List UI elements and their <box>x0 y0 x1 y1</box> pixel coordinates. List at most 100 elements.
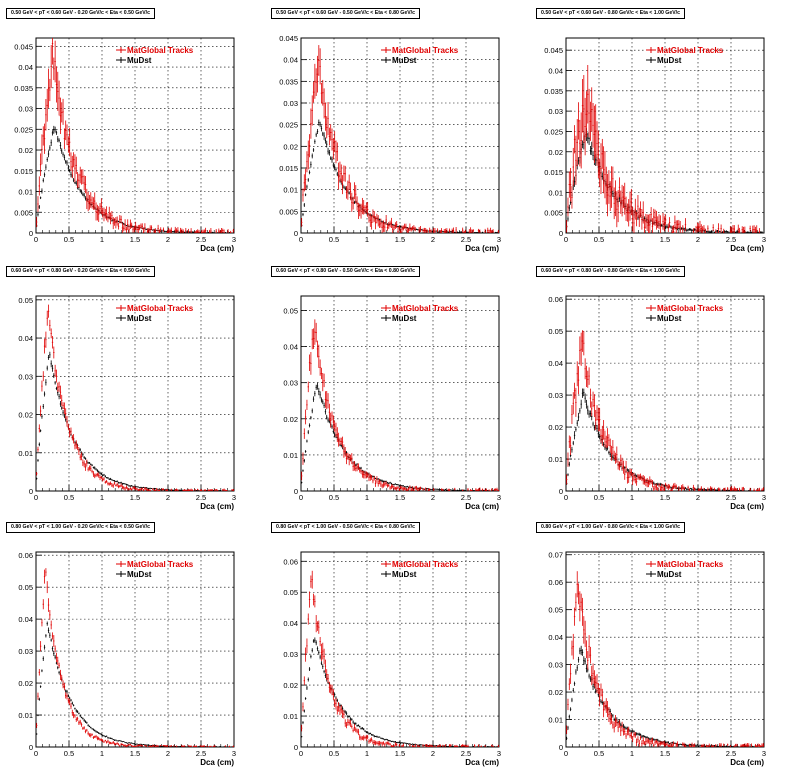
y-tick-label: 0.025 <box>544 127 563 136</box>
x-axis-label: Dca (cm) <box>465 758 499 767</box>
x-tick-label: 3 <box>762 749 766 758</box>
y-tick-label: 0.02 <box>18 679 33 688</box>
y-tick-label: 0.01 <box>18 188 33 197</box>
x-tick-label: 2 <box>696 493 700 502</box>
y-tick-label: 0.01 <box>283 712 298 721</box>
x-tick-label: 3 <box>762 235 766 244</box>
y-tick-label: 0.03 <box>548 661 563 670</box>
y-tick-label: 0.06 <box>548 295 563 304</box>
y-tick-label: 0 <box>294 743 298 752</box>
y-tick-label: 0.035 <box>279 77 298 86</box>
panel-title: 0.60 GeV < pT < 0.80 GeV - 0.80 GeV/c < … <box>536 266 685 277</box>
y-tick-label: 0.005 <box>279 207 298 216</box>
legend-label: MatGlobal Tracks <box>392 304 459 313</box>
x-tick-label: 1 <box>630 235 634 244</box>
x-axis-label: Dca (cm) <box>730 758 764 767</box>
y-tick-label: 0.045 <box>544 46 563 55</box>
x-tick-label: 2.5 <box>461 235 471 244</box>
y-tick-label: 0.025 <box>279 121 298 130</box>
legend-label: MatGlobal Tracks <box>392 46 459 55</box>
y-tick-label: 0.035 <box>544 87 563 96</box>
histogram-panel: 0.60 GeV < pT < 0.80 GeV - 0.80 GeV/c < … <box>534 266 794 516</box>
x-tick-label: 1.5 <box>130 493 140 502</box>
x-tick-label: 1 <box>630 749 634 758</box>
x-tick-label: 0.5 <box>329 749 339 758</box>
y-tick-label: 0.02 <box>18 146 33 155</box>
histogram-panel: 0.60 GeV < pT < 0.80 GeV - 0.20 GeV/c < … <box>4 266 264 516</box>
x-tick-label: 2 <box>431 749 435 758</box>
x-tick-label: 0.5 <box>64 749 74 758</box>
x-tick-label: 2 <box>166 493 170 502</box>
x-tick-label: 0.5 <box>329 493 339 502</box>
x-axis-label: Dca (cm) <box>200 502 234 511</box>
y-tick-label: 0.015 <box>544 168 563 177</box>
x-tick-label: 2.5 <box>461 493 471 502</box>
y-tick-label: 0.07 <box>548 551 563 560</box>
y-tick-label: 0.04 <box>548 67 563 76</box>
panel-plot: 0 0.5 1 1.5 2 2.5 3 0 0.005 0.01 0.015 0.02 0.025 0.0… <box>279 34 501 253</box>
x-tick-label: 0.5 <box>329 235 339 244</box>
y-tick-label: 0.02 <box>548 423 563 432</box>
y-tick-label: 0.02 <box>283 142 298 151</box>
y-tick-label: 0.02 <box>548 688 563 697</box>
x-tick-label: 3 <box>497 235 501 244</box>
legend-label: MatGlobal Tracks <box>392 560 459 569</box>
data-points <box>301 45 499 233</box>
y-tick-label: 0.04 <box>18 615 33 624</box>
y-tick-label: 0.02 <box>18 411 33 420</box>
x-tick-label: 1.5 <box>660 235 670 244</box>
x-tick-label: 2 <box>166 235 170 244</box>
y-tick-label: 0.03 <box>548 391 563 400</box>
y-tick-label: 0.005 <box>14 208 33 217</box>
y-tick-label: 0.05 <box>283 306 298 315</box>
histogram-panel: 0.80 GeV < pT < 1.00 GeV - 0.20 GeV/c < … <box>4 522 264 772</box>
panel-plot: 0 0.5 1 1.5 2 2.5 3 0 0.01 0.02 0.03 0.04 0.05 Dca (c… <box>18 295 236 511</box>
x-axis-label: Dca (cm) <box>465 244 499 253</box>
panel-plot: 0 0.5 1 1.5 2 2.5 3 0 0.01 0.02 0.03 0.04 0.05 0.06 Dc… <box>283 551 501 767</box>
y-tick-label: 0.01 <box>548 188 563 197</box>
x-tick-label: 0.5 <box>594 749 604 758</box>
x-tick-label: 1 <box>365 749 369 758</box>
x-tick-label: 2.5 <box>461 749 471 758</box>
x-tick-label: 1.5 <box>660 749 670 758</box>
y-tick-label: 0.06 <box>548 578 563 587</box>
x-tick-label: 1.5 <box>130 749 140 758</box>
x-axis-label: Dca (cm) <box>200 758 234 767</box>
legend-label: MatGlobal Tracks <box>127 304 194 313</box>
panel-plot: 0 0.5 1 1.5 2 2.5 3 0 0.01 0.02 0.03 0.04 0.05 Dca (c… <box>283 295 501 511</box>
y-tick-label: 0.04 <box>18 63 33 72</box>
x-tick-label: 2.5 <box>726 235 736 244</box>
y-tick-label: 0.05 <box>18 583 33 592</box>
y-tick-label: 0 <box>559 487 563 496</box>
legend-label: MuDst <box>657 56 682 65</box>
x-tick-label: 0 <box>564 235 568 244</box>
x-tick-label: 2 <box>431 235 435 244</box>
x-tick-label: 0 <box>299 493 303 502</box>
y-tick-label: 0.04 <box>548 359 563 368</box>
y-tick-label: 0.04 <box>18 334 33 343</box>
x-tick-label: 0 <box>34 493 38 502</box>
panel-plot: 0 0.5 1 1.5 2 2.5 3 0 0.005 0.01 0.015 0.02 0.025 0.0… <box>544 37 766 253</box>
y-tick-label: 0.035 <box>14 84 33 93</box>
y-tick-label: 0.01 <box>548 716 563 725</box>
x-tick-label: 0 <box>564 493 568 502</box>
x-tick-label: 1.5 <box>660 493 670 502</box>
y-tick-label: 0.03 <box>18 105 33 114</box>
histogram-panel: 0.50 GeV < pT < 0.60 GeV - 0.20 GeV/c < … <box>4 8 264 258</box>
y-tick-label: 0.01 <box>18 711 33 720</box>
panel-title: 0.60 GeV < pT < 0.80 GeV - 0.20 GeV/c < … <box>6 266 155 277</box>
y-tick-label: 0.03 <box>18 372 33 381</box>
y-tick-label: 0 <box>29 487 33 496</box>
y-tick-label: 0.015 <box>14 167 33 176</box>
x-tick-label: 3 <box>497 493 501 502</box>
y-tick-label: 0 <box>559 743 563 752</box>
y-tick-label: 0.03 <box>548 107 563 116</box>
y-tick-label: 0.01 <box>283 451 298 460</box>
y-tick-label: 0.045 <box>14 42 33 51</box>
legend-label: MuDst <box>127 56 152 65</box>
x-tick-label: 2 <box>431 493 435 502</box>
